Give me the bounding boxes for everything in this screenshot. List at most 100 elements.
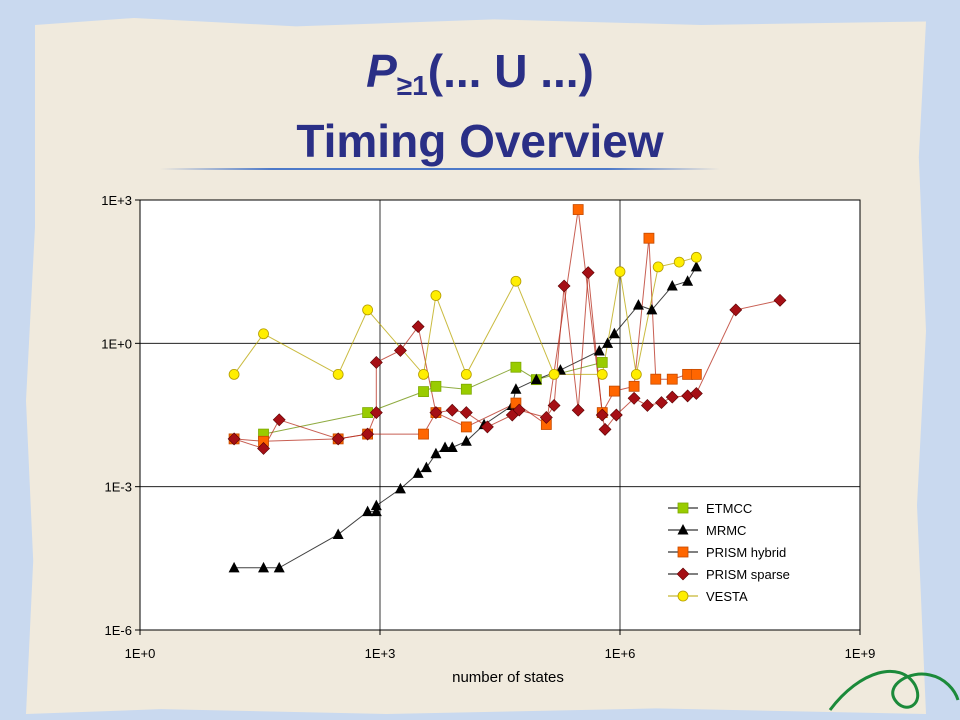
- legend-marker-vesta: [677, 590, 689, 602]
- prism-sparse-point: [640, 399, 654, 412]
- legend-marker-prism-sparse: [676, 567, 690, 581]
- slide-title-line1: P≥1(... U ...): [0, 44, 960, 102]
- vesta-point: [460, 368, 472, 380]
- mrmc-point: [666, 280, 678, 291]
- mrmc-point: [446, 441, 458, 453]
- mrmc-point: [530, 373, 542, 385]
- prism-hybrid-point: [608, 385, 620, 397]
- mrmc-point: [228, 561, 240, 573]
- vesta-point: [614, 266, 626, 278]
- prism-hybrid-point: [643, 232, 655, 244]
- prism-sparse-point: [598, 422, 612, 436]
- y-tick-label: 1E+3: [101, 193, 132, 208]
- prism-sparse-point: [429, 406, 443, 420]
- etmcc-point: [596, 357, 608, 368]
- prism-sparse-point: [689, 387, 703, 400]
- vesta-point: [673, 256, 685, 268]
- etmcc-point: [510, 361, 522, 373]
- vesta-point: [652, 261, 664, 273]
- prism-sparse-point: [595, 408, 609, 422]
- prism-sparse-point: [539, 411, 553, 424]
- mrmc-point: [646, 303, 658, 315]
- vesta-point: [418, 368, 429, 380]
- legend-marker-etmcc: [677, 502, 689, 514]
- vesta-point: [332, 368, 344, 380]
- mrmc-point: [593, 344, 605, 356]
- title-subscript: ≥1: [396, 70, 428, 101]
- prism-hybrid-point: [650, 373, 662, 385]
- legend-label-prism-hybrid: PRISM hybrid: [706, 545, 786, 560]
- legend-label-etmcc: ETMCC: [706, 501, 752, 516]
- mrmc-point: [258, 561, 270, 573]
- prism-sparse-point: [609, 408, 623, 422]
- vesta-point: [630, 368, 642, 380]
- mrmc-point: [690, 260, 702, 272]
- prism-hybrid-point: [690, 368, 702, 380]
- prism-hybrid-point: [418, 428, 429, 440]
- slide-title-line2: Timing Overview: [296, 115, 664, 167]
- mrmc-point: [362, 505, 374, 517]
- plot-area: [139, 199, 861, 631]
- mrmc-point: [632, 299, 644, 310]
- prism-sparse-point: [361, 427, 375, 441]
- prism-hybrid-point: [666, 373, 678, 385]
- y-tick-label: 1E-6: [105, 623, 132, 638]
- title-p: P: [366, 45, 397, 97]
- x-tick-label: 1E+6: [605, 646, 636, 661]
- mrmc-point: [460, 435, 472, 446]
- legend-label-prism-sparse: PRISM sparse: [706, 567, 790, 582]
- decorative-swirl: [828, 669, 960, 711]
- y-tick-label: 1E-3: [105, 480, 132, 495]
- prism-sparse-point: [227, 432, 241, 446]
- prism-sparse-point: [480, 420, 494, 434]
- x-tick-label: 1E+3: [365, 646, 396, 661]
- vesta-point: [548, 368, 560, 380]
- mrmc-point: [370, 505, 382, 517]
- etmcc-point: [460, 383, 472, 395]
- prism-sparse-point: [369, 406, 383, 420]
- legend-label-mrmc: MRMC: [706, 523, 746, 538]
- x-tick-label: 1E+9: [845, 646, 876, 661]
- prism-sparse-point: [411, 320, 425, 334]
- etmcc-point: [430, 380, 442, 392]
- title-rest: (... U ...): [427, 45, 594, 97]
- mrmc-point: [602, 337, 614, 348]
- mrmc-point: [273, 561, 285, 573]
- y-tick-label: 1E+0: [101, 336, 132, 351]
- mrmc-point: [394, 482, 406, 494]
- prism-sparse-point: [729, 303, 743, 317]
- decorative-underline: [160, 168, 720, 170]
- mrmc-point: [332, 528, 344, 539]
- mrmc-point: [608, 327, 620, 339]
- vesta-point: [430, 290, 442, 301]
- etmcc-point: [418, 386, 429, 397]
- prism-sparse-point: [272, 413, 286, 427]
- legend-label-vesta: VESTA: [706, 589, 748, 604]
- prism-hybrid-point: [460, 421, 472, 433]
- legend-marker-mrmc: [677, 524, 689, 535]
- prism-sparse-point: [393, 344, 407, 357]
- prism-hybrid-point: [572, 204, 584, 215]
- prism-sparse-point: [547, 399, 561, 412]
- prism-sparse-point: [581, 266, 595, 280]
- x-axis-title: number of states: [452, 669, 564, 686]
- prism-sparse-point: [512, 403, 526, 417]
- mrmc-point: [430, 447, 442, 459]
- prism-sparse-point: [459, 406, 473, 420]
- vesta-point: [258, 328, 269, 340]
- vesta-point: [510, 275, 522, 287]
- prism-sparse-point: [665, 390, 679, 404]
- vesta-point: [690, 251, 702, 263]
- mrmc-point: [439, 441, 451, 453]
- prism-sparse-point: [257, 442, 270, 455]
- mrmc-point: [510, 383, 522, 394]
- mrmc-point: [682, 275, 694, 286]
- prism-sparse-point: [557, 279, 571, 293]
- prism-sparse-point: [627, 391, 641, 405]
- prism-sparse-point: [445, 403, 459, 417]
- prism-sparse-point: [655, 396, 668, 410]
- x-tick-label: 1E+0: [125, 646, 156, 661]
- mrmc-point: [412, 467, 424, 478]
- mrmc-point: [420, 461, 432, 473]
